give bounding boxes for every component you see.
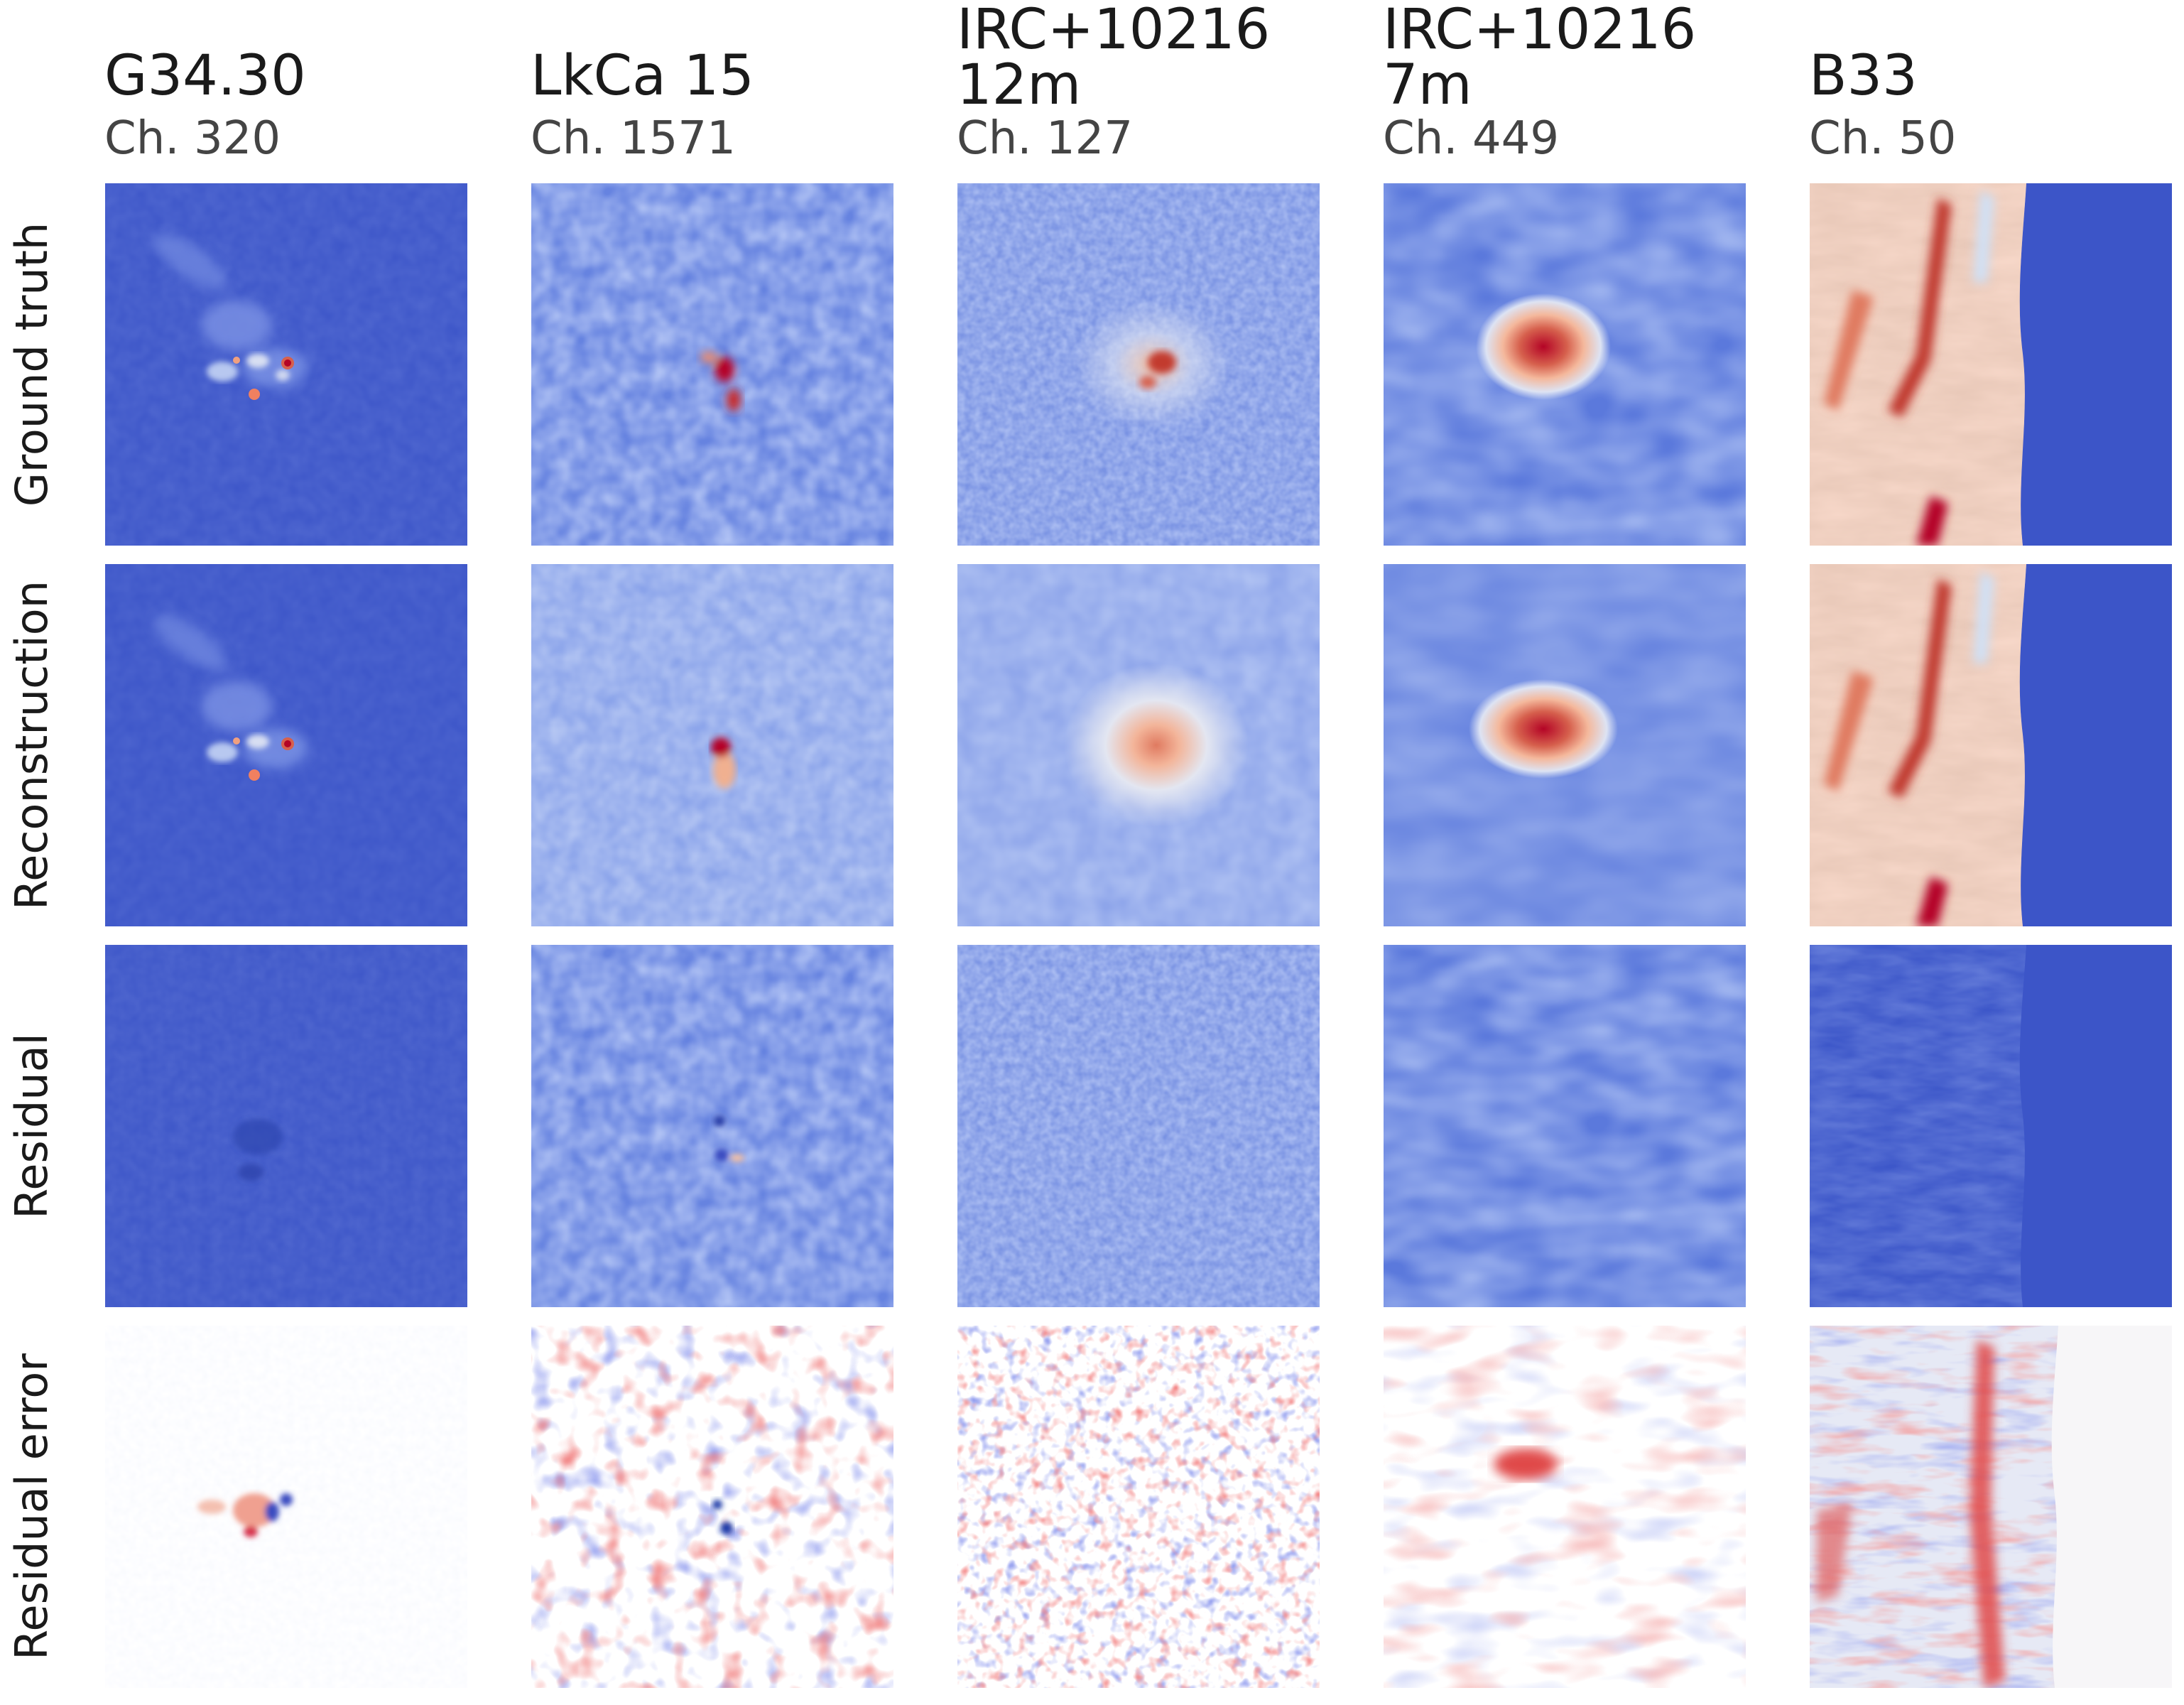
panel-reconstruction-b33	[1810, 564, 2172, 926]
row-label-reconstruction: Reconstruction	[0, 564, 64, 926]
column-channel: Ch. 50	[1809, 112, 1957, 165]
panel-ground-truth-irc7m	[1384, 183, 1746, 546]
panel-ground-truth-g3430	[105, 183, 467, 546]
row-label-text: Reconstruction	[6, 580, 58, 911]
row-label-text: Residual	[6, 1033, 58, 1219]
panel-residual-error-g3430	[105, 1326, 467, 1688]
panel-reconstruction-g3430	[105, 564, 467, 926]
panel-residual-irc7m	[1384, 945, 1746, 1307]
panel-ground-truth-lkca15	[531, 183, 893, 546]
panel-residual-error-irc7m	[1384, 1326, 1746, 1688]
row-label-residual: Residual	[0, 945, 64, 1307]
column-title: B33	[1809, 44, 1918, 108]
panel-ground-truth-b33	[1810, 183, 2172, 546]
panel-residual-lkca15	[531, 945, 893, 1307]
panel-residual-g3430	[105, 945, 467, 1307]
panel-residual-b33	[1810, 945, 2172, 1307]
row-label-residual-error: Residual error	[0, 1326, 64, 1688]
panel-reconstruction-lkca15	[531, 564, 893, 926]
panel-residual-error-b33	[1810, 1326, 2172, 1688]
column-title: IRC+10216	[957, 0, 1271, 62]
panel-reconstruction-irc12m	[957, 564, 1320, 926]
column-channel: Ch. 1571	[531, 112, 736, 165]
row-label-text: Residual error	[6, 1353, 58, 1660]
column-channel: Ch. 127	[957, 112, 1134, 165]
column-title: G34.30	[104, 44, 306, 108]
column-title: LkCa 15	[531, 44, 754, 108]
column-title: IRC+10216	[1383, 0, 1697, 62]
panel-ground-truth-irc12m	[957, 183, 1320, 546]
row-label-text: Ground truth	[6, 222, 58, 507]
panel-residual-irc12m	[957, 945, 1320, 1307]
column-channel: Ch. 320	[104, 112, 281, 165]
panel-residual-error-lkca15	[531, 1326, 893, 1688]
panel-residual-error-irc12m	[957, 1326, 1320, 1688]
panel-reconstruction-irc7m	[1384, 564, 1746, 926]
row-label-ground-truth: Ground truth	[0, 183, 64, 546]
column-subtitle: 7m	[1383, 53, 1472, 117]
column-subtitle: 12m	[957, 53, 1082, 117]
column-channel: Ch. 449	[1383, 112, 1560, 165]
